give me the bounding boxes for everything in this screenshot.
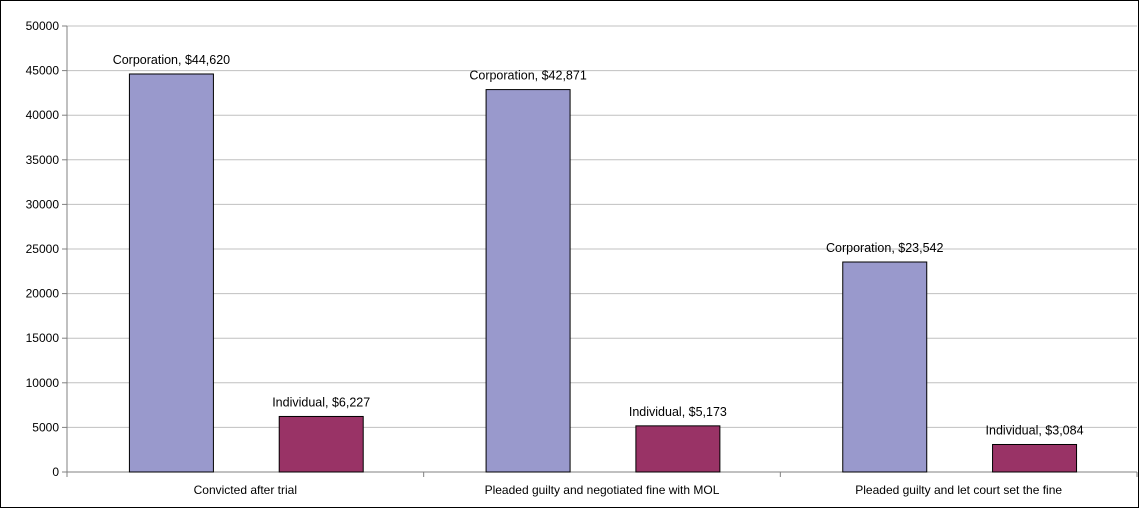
individual-bar bbox=[992, 443, 1078, 473]
x-category-label: Pleaded guilty and negotiated fine with … bbox=[485, 483, 720, 497]
data-labels: Corporation, $44,620 Corporation, $42,871… bbox=[113, 53, 1084, 438]
corporation-bar bbox=[128, 73, 214, 473]
x-axis: Convicted after trial Pleaded guilty and … bbox=[66, 471, 1138, 497]
y-tick-label: 5000 bbox=[32, 420, 59, 434]
y-tick-label: 45000 bbox=[26, 64, 60, 78]
individual-data-label: Individual, $6,227 bbox=[272, 395, 370, 409]
individual-data-label: Individual, $3,084 bbox=[986, 423, 1084, 437]
y-tick-label: 20000 bbox=[26, 287, 60, 301]
y-tick-label: 30000 bbox=[26, 197, 60, 211]
y-tick-label: 35000 bbox=[26, 153, 60, 167]
corporation-data-label: Corporation, $23,542 bbox=[826, 241, 943, 255]
corporation-bar bbox=[485, 89, 571, 473]
bars bbox=[128, 73, 1078, 473]
corporation-data-label: Corporation, $42,871 bbox=[469, 69, 586, 83]
individual-data-label: Individual, $5,173 bbox=[629, 405, 727, 419]
y-tick-label: 40000 bbox=[26, 108, 60, 122]
y-axis: 0 5000 10000 15000 20000 25000 30000 35000 40000… bbox=[26, 19, 68, 479]
individual-bar bbox=[635, 425, 721, 473]
y-tick-label: 0 bbox=[52, 465, 59, 479]
y-tick-label: 10000 bbox=[26, 376, 60, 390]
corporation-data-label: Corporation, $44,620 bbox=[113, 53, 230, 67]
y-tick-label: 50000 bbox=[26, 19, 60, 33]
x-category-label: Convicted after trial bbox=[194, 483, 297, 497]
corporation-bar bbox=[842, 261, 928, 473]
x-category-label: Pleaded guilty and let court set the fin… bbox=[855, 483, 1062, 497]
individual-bar bbox=[278, 415, 364, 473]
y-tick-label: 15000 bbox=[26, 331, 60, 345]
y-tick-label: 25000 bbox=[26, 242, 60, 256]
gridlines bbox=[67, 25, 1137, 428]
